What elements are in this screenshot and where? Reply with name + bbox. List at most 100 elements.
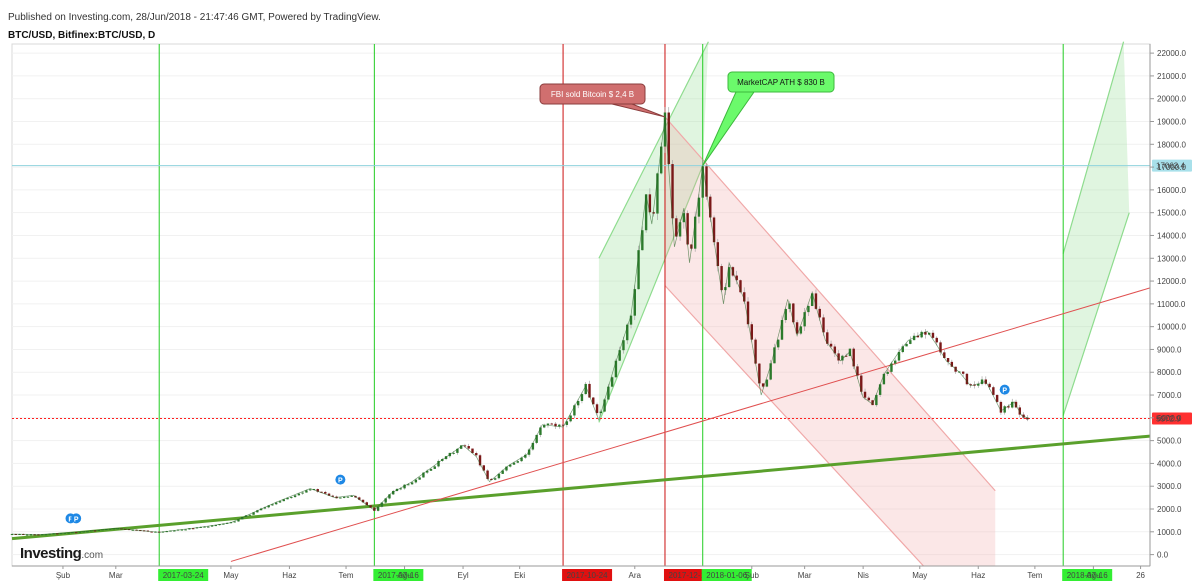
trend-lines (11, 287, 1151, 562)
candle-body (410, 482, 414, 485)
candle-body (980, 379, 984, 385)
price-label: 5972.9 (1156, 414, 1181, 423)
vertical-line-label-box (158, 569, 209, 581)
up-channel-2018-lower (1062, 212, 1130, 416)
candle-body (712, 217, 716, 243)
y-tick-label: 22000.0 (1157, 49, 1186, 58)
candle-body (977, 384, 980, 386)
candle-body (916, 335, 920, 338)
candle-body (995, 394, 999, 402)
candle-body (358, 497, 361, 500)
candle-body (878, 384, 882, 395)
candle-body (637, 250, 640, 290)
symbol-title: BTC/USD, Bitfinex:BTC/USD, D (8, 30, 156, 41)
candle-body (626, 324, 629, 341)
candle-body (727, 267, 731, 288)
candle-body (701, 166, 704, 198)
candle-body (765, 379, 769, 387)
candle-body (905, 343, 908, 347)
y-tick-label: 19000.0 (1157, 118, 1186, 127)
candle-body (810, 293, 814, 306)
candle-body (671, 164, 674, 219)
candle-body (1018, 407, 1021, 415)
candle-body (588, 383, 591, 398)
candle-body (350, 495, 353, 497)
candle-body (490, 478, 493, 480)
grid (11, 43, 1151, 567)
event-markers: F PPP (65, 384, 1010, 524)
candle-body (580, 394, 584, 401)
y-tick-label: 12000.0 (1157, 277, 1186, 286)
candle-body (746, 301, 750, 325)
candle-body (784, 309, 787, 321)
candles (10, 106, 1030, 536)
candle-body (369, 505, 372, 508)
x-tick-label: 26 (1136, 571, 1145, 580)
event-marker-label: P (1002, 388, 1007, 395)
y-tick-label: 9000.0 (1157, 345, 1182, 354)
candle-body (150, 531, 153, 533)
y-tick-label: 11000.0 (1157, 300, 1186, 309)
candle-body (516, 461, 519, 463)
candle-body (493, 478, 497, 480)
horizontal-lines: 17063.4 5972.9 (12, 159, 1192, 425)
x-tick-label: Nis (857, 571, 869, 580)
x-tick-label: Mar (109, 571, 123, 580)
candle-body (512, 462, 516, 465)
candle-body (10, 533, 14, 535)
candle-body (618, 350, 621, 361)
candle-body (414, 479, 418, 483)
candle-body (505, 466, 508, 471)
annotation-text: FBI sold Bitcoin $ 2,4 B (551, 90, 634, 99)
candle-body (452, 452, 455, 454)
candle-body (361, 499, 365, 503)
event-marker (71, 513, 82, 524)
candle-body (569, 415, 572, 422)
candle-body (565, 421, 569, 425)
y-tick-label: 21000.0 (1157, 72, 1186, 81)
y-tick-label: 6000.0 (1157, 414, 1182, 423)
y-tick-label: 5000.0 (1157, 437, 1182, 446)
candle-body (818, 308, 821, 318)
price-label: 17063.4 (1156, 162, 1185, 171)
candle-body (833, 346, 837, 354)
candle-body (629, 315, 633, 325)
candle-body (969, 384, 972, 386)
candle-body (535, 434, 538, 443)
candle-body (863, 391, 867, 398)
annotation-pointer (611, 103, 666, 118)
candle-body (509, 464, 512, 467)
y-tick-label: 13000.0 (1157, 254, 1186, 263)
candle-body (844, 355, 848, 357)
support-line (11, 434, 1151, 541)
candle-body (248, 514, 251, 516)
candle-body (795, 322, 799, 334)
candle-body (380, 502, 384, 507)
candle-body (293, 495, 297, 498)
up-channel-2017-upper (598, 41, 709, 259)
y-tick-label: 1000.0 (1157, 528, 1182, 537)
candle-body (841, 355, 844, 361)
candle-body (675, 218, 678, 237)
candle-body (252, 512, 255, 515)
candle-body (761, 383, 765, 387)
candle-body (437, 460, 440, 467)
x-axis: Şub Mar May Haz Tem Ağu Eyl Eki Ara Şub Mar Nis May H… (12, 565, 1150, 580)
candle-body (743, 292, 746, 302)
vertical-line-label: 2018-07-16 (1067, 571, 1108, 580)
candle-body (444, 456, 448, 460)
candle-body (418, 477, 421, 480)
candle-body (739, 280, 742, 293)
y-tick-label: 8000.0 (1157, 368, 1182, 377)
candle-body (693, 216, 697, 249)
vertical-line-label-box (663, 569, 714, 581)
vertical-line-label: 2018-01-06 (706, 571, 747, 580)
candle-body (191, 528, 195, 530)
candle-body (501, 470, 504, 474)
candle-body (550, 423, 553, 425)
candle-body (392, 490, 395, 495)
candle-body (214, 525, 218, 527)
y-tick-label: 7000.0 (1157, 391, 1182, 400)
candle-body (463, 445, 467, 447)
down-channel-2018-upper (664, 116, 996, 492)
